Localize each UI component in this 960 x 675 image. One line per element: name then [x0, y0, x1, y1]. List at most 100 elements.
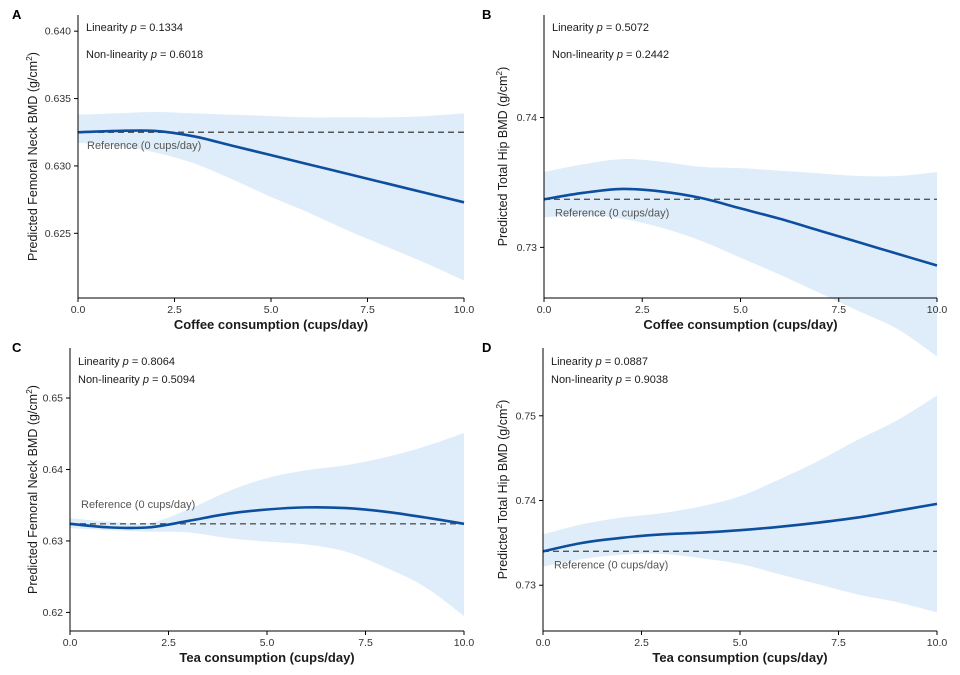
linearity-stat: Linearity p = 0.8064: [78, 356, 175, 368]
x-tick-label: 5.0: [260, 637, 275, 649]
nonlinearity-stat: Non-linearity p = 0.2442: [552, 49, 669, 61]
stat-name: Non-linearity: [78, 374, 143, 386]
y-axis-title-text: Predicted Total Hip BMD (g/cm: [496, 76, 510, 247]
y-tick-label: 0.62: [43, 607, 64, 619]
x-tick-label: 10.0: [927, 637, 948, 649]
x-tick-label: 0.0: [537, 304, 552, 316]
reference-label: Reference (0 cups/day): [87, 140, 201, 152]
y-tick-label: 0.630: [45, 160, 71, 172]
confidence-band: [70, 433, 464, 616]
stat-value: = 0.6018: [157, 49, 203, 61]
nonlinearity-stat: Non-linearity p = 0.9038: [551, 374, 668, 386]
x-tick-label: 0.0: [63, 637, 78, 649]
stat-value: = 0.5094: [149, 374, 195, 386]
y-tick-label: 0.65: [43, 393, 64, 405]
y-axis-title-superscript: 2: [494, 71, 504, 76]
x-tick-label: 5.0: [733, 304, 748, 316]
y-tick-label: 0.73: [517, 242, 538, 254]
stat-value: = 0.9038: [622, 374, 668, 386]
confidence-band: [543, 395, 937, 613]
x-axis-title: Tea consumption (cups/day): [652, 650, 827, 665]
stat-value: = 0.8064: [129, 356, 175, 368]
y-axis-title-tail: ): [496, 400, 510, 404]
x-tick-label: 0.0: [536, 637, 551, 649]
stat-name: Non-linearity: [552, 49, 617, 61]
x-axis-title: Coffee consumption (cups/day): [174, 317, 368, 332]
panel-b: Reference (0 cups/day) 0.0 2.5 5.0 7.5 10.0 0.…: [482, 7, 948, 357]
reference-label: Reference (0 cups/day): [554, 559, 668, 571]
y-axis-title: Predicted Total Hip BMD (g/cm2): [494, 67, 510, 247]
y-axis-title-text: Predicted Total Hip BMD (g/cm: [496, 409, 510, 580]
confidence-band: [78, 112, 464, 281]
y-axis-title: Predicted Femoral Neck BMD (g/cm2): [24, 52, 40, 261]
y-tick-label: 0.74: [517, 112, 538, 124]
x-tick-label: 7.5: [358, 637, 373, 649]
stat-p-symbol: p: [130, 22, 137, 34]
x-tick-label: 0.0: [71, 304, 86, 316]
nonlinearity-stat: Non-linearity p = 0.6018: [86, 49, 203, 61]
x-tick-label: 2.5: [634, 637, 649, 649]
x-tick-label: 7.5: [831, 304, 846, 316]
y-tick-label: 0.64: [43, 464, 64, 476]
x-tick-label: 10.0: [454, 637, 475, 649]
stat-name: Linearity: [78, 356, 123, 368]
panel-label: A: [12, 7, 22, 22]
y-tick-label: 0.625: [45, 228, 71, 240]
x-tick-label: 2.5: [167, 304, 182, 316]
x-tick-label: 2.5: [161, 637, 176, 649]
y-tick-label: 0.73: [516, 580, 537, 592]
x-axis-title: Tea consumption (cups/day): [179, 650, 354, 665]
y-tick-label: 0.74: [516, 495, 537, 507]
stat-p-symbol: p: [615, 374, 622, 386]
linearity-stat: Linearity p = 0.5072: [552, 22, 649, 34]
estimate-line: [69, 505, 465, 530]
stat-value: = 0.5072: [603, 22, 649, 34]
confidence-band: [544, 159, 937, 357]
x-tick-label: 7.5: [831, 637, 846, 649]
estimate-line: [542, 502, 938, 553]
y-axis-title: Predicted Femoral Neck BMD (g/cm2): [24, 385, 40, 594]
x-tick-label: 7.5: [360, 304, 375, 316]
stat-p-symbol: p: [616, 49, 623, 61]
x-tick-label: 10.0: [454, 304, 475, 316]
stat-p-symbol: p: [150, 49, 157, 61]
y-axis-title-tail: ): [26, 385, 40, 389]
nonlinearity-stat: Non-linearity p = 0.5094: [78, 374, 195, 386]
linearity-stat: Linearity p = 0.0887: [551, 356, 648, 368]
y-axis-title-superscript: 2: [494, 404, 504, 409]
y-tick-label: 0.63: [43, 535, 64, 547]
stat-p-symbol: p: [142, 374, 149, 386]
reference-label: Reference (0 cups/day): [555, 207, 669, 219]
y-axis-title: Predicted Total Hip BMD (g/cm2): [494, 400, 510, 580]
reference-label: Reference (0 cups/day): [81, 499, 195, 511]
panel-label: B: [482, 7, 491, 22]
y-axis-title-superscript: 2: [24, 56, 34, 61]
y-tick-label: 0.635: [45, 93, 71, 105]
x-tick-label: 2.5: [635, 304, 650, 316]
y-tick-label: 0.640: [45, 26, 71, 38]
stat-p-symbol: p: [595, 356, 602, 368]
stat-name: Linearity: [551, 356, 596, 368]
stat-name: Non-linearity: [551, 374, 616, 386]
panel-d: Reference (0 cups/day) 0.0 2.5 5.0 7.5 10.0 0.…: [482, 340, 947, 665]
stat-name: Non-linearity: [86, 49, 151, 61]
y-axis-title-text: Predicted Femoral Neck BMD (g/cm: [26, 394, 40, 594]
stat-p-symbol: p: [596, 22, 603, 34]
y-axis-title-superscript: 2: [24, 389, 34, 394]
stat-name: Linearity: [86, 22, 131, 34]
stat-value: = 0.2442: [623, 49, 669, 61]
x-tick-label: 10.0: [927, 304, 948, 316]
panel-c: Reference (0 cups/day) 0.0 2.5 5.0 7.5 10.0 0.…: [12, 340, 474, 665]
stat-p-symbol: p: [122, 356, 129, 368]
estimate-line: [77, 129, 465, 204]
x-axis-title: Coffee consumption (cups/day): [643, 317, 837, 332]
y-axis-title-text: Predicted Femoral Neck BMD (g/cm: [26, 61, 40, 261]
stat-name: Linearity: [552, 22, 597, 34]
y-axis-title-tail: ): [26, 52, 40, 56]
stat-value: = 0.0887: [602, 356, 648, 368]
linearity-stat: Linearity p = 0.1334: [86, 22, 183, 34]
panel-label: D: [482, 340, 491, 355]
panel-a: Reference (0 cups/day) 0.0 2.5 5.0 7.5 10.0 0.…: [12, 7, 474, 332]
estimate-line: [543, 187, 938, 267]
